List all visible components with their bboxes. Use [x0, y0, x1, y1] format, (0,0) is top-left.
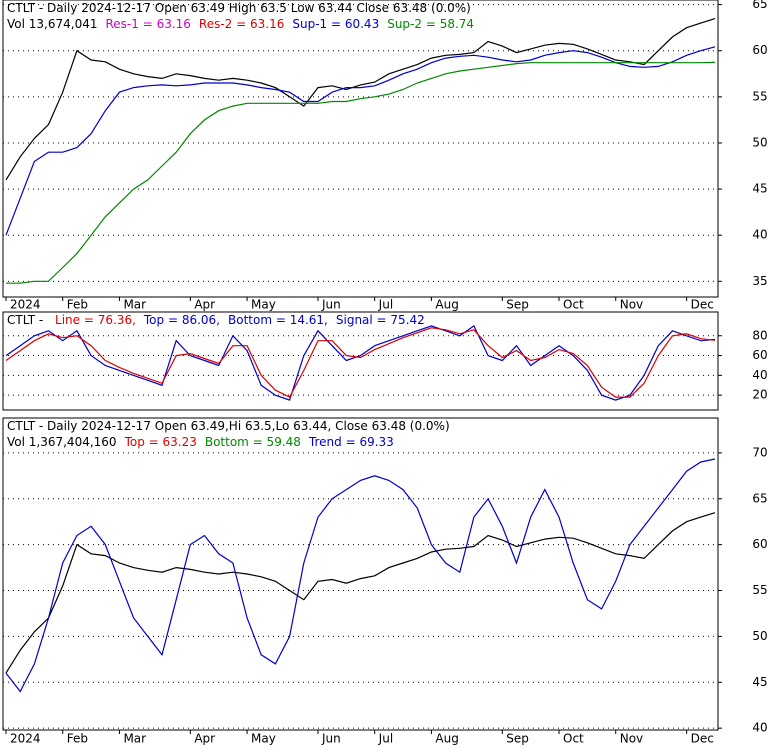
y-tick-label: 50: [752, 135, 767, 149]
y-tick-label: 80: [752, 328, 767, 342]
plot-frame: [2, 311, 719, 411]
y-tick-label: 20: [752, 388, 767, 402]
x-tick-label: Jul: [378, 298, 393, 312]
header-item: Vol 1,367,404,160: [7, 435, 117, 449]
header-item: Trend = 69.33: [308, 435, 394, 449]
y-tick-label: 50: [752, 629, 767, 643]
y-tick-label: 40: [752, 368, 767, 382]
header-item: Sup-1 = 60.43: [292, 17, 379, 31]
plot-frame: [2, 417, 719, 731]
x-tick-label: Mar: [123, 732, 146, 745]
x-tick-label: Jun: [321, 732, 341, 745]
header-item: CTLT - Daily 2024-12-17 Open 63.49,Hi 63…: [7, 419, 450, 433]
chart-header: CTLT - Line = 76.36, Top = 86.06, Bottom =…: [7, 313, 425, 327]
header-item: Sup-2 = 58.74: [387, 17, 474, 31]
y-tick-label: 45: [752, 182, 767, 196]
x-tick-label: Aug: [435, 298, 458, 312]
header-item: Line = 76.36,: [55, 313, 136, 327]
x-tick-label: Apr: [194, 298, 215, 312]
y-tick-label: 40: [752, 228, 767, 242]
header-item: Res-2 = 63.16: [199, 17, 284, 31]
x-tick-label: May: [251, 732, 276, 745]
chart-header: Vol 13,674,041 Res-1 = 63.16 Res-2 = 63.16…: [7, 17, 474, 31]
header-item: Bottom = 14.61,: [228, 313, 328, 327]
x-tick-label: Oct: [563, 732, 584, 745]
y-tick-label: 60: [752, 43, 767, 57]
x-tick-label: Oct: [563, 298, 584, 312]
x-tick-label: Sep: [506, 298, 529, 312]
x-tick-label: 2024: [10, 298, 41, 312]
header-item: Signal = 75.42: [336, 313, 425, 327]
y-tick-label: 60: [752, 348, 767, 362]
series-line: [5, 458, 716, 693]
header-item: Top = 86.06,: [143, 313, 220, 327]
y-tick-label: 65: [752, 0, 767, 11]
x-tick-label: Dec: [691, 732, 714, 745]
x-tick-label: Jun: [321, 298, 341, 312]
plot-frame: [2, 0, 719, 298]
series-line: [5, 512, 716, 674]
x-tick-label: Dec: [691, 298, 714, 312]
y-tick-label: 60: [752, 537, 767, 551]
y-tick-label: 40: [752, 721, 767, 735]
header-item: Vol 13,674,041: [7, 17, 97, 31]
y-tick-label: 45: [752, 675, 767, 689]
x-tick-label: May: [251, 298, 276, 312]
x-tick-label: Feb: [67, 732, 88, 745]
y-tick-label: 35: [752, 274, 767, 288]
header-item: Bottom = 59.48: [205, 435, 301, 449]
chart-header: Vol 1,367,404,160 Top = 63.23 Bottom = 59.…: [7, 435, 394, 449]
x-tick-label: Jul: [378, 732, 393, 745]
x-tick-label: Mar: [123, 298, 146, 312]
header-item: CTLT - Daily 2024-12-17 Open 63.49 High …: [7, 1, 471, 15]
x-tick-label: Apr: [194, 732, 215, 745]
y-tick-label: 65: [752, 491, 767, 505]
chart-header: CTLT - Daily 2024-12-17 Open 63.49,Hi 63…: [7, 419, 450, 433]
x-tick-label: Nov: [620, 298, 643, 312]
header-item: Top = 63.23: [124, 435, 197, 449]
header-item: CTLT -: [7, 313, 47, 327]
x-tick-label: 2024: [10, 732, 41, 745]
x-tick-label: Aug: [435, 732, 458, 745]
series-line: [5, 18, 716, 181]
series-line: [5, 325, 716, 401]
chart-header: CTLT - Daily 2024-12-17 Open 63.49 High …: [7, 1, 471, 15]
header-item: Res-1 = 63.16: [105, 17, 190, 31]
series-line: [6, 61, 716, 284]
series-line: [5, 327, 716, 398]
y-tick-label: 55: [752, 89, 767, 103]
y-tick-label: 70: [752, 445, 767, 459]
x-tick-label: Sep: [506, 732, 529, 745]
series-line: [5, 46, 716, 236]
y-tick-label: 55: [752, 583, 767, 597]
x-tick-label: Nov: [620, 732, 643, 745]
x-tick-label: Feb: [67, 298, 88, 312]
